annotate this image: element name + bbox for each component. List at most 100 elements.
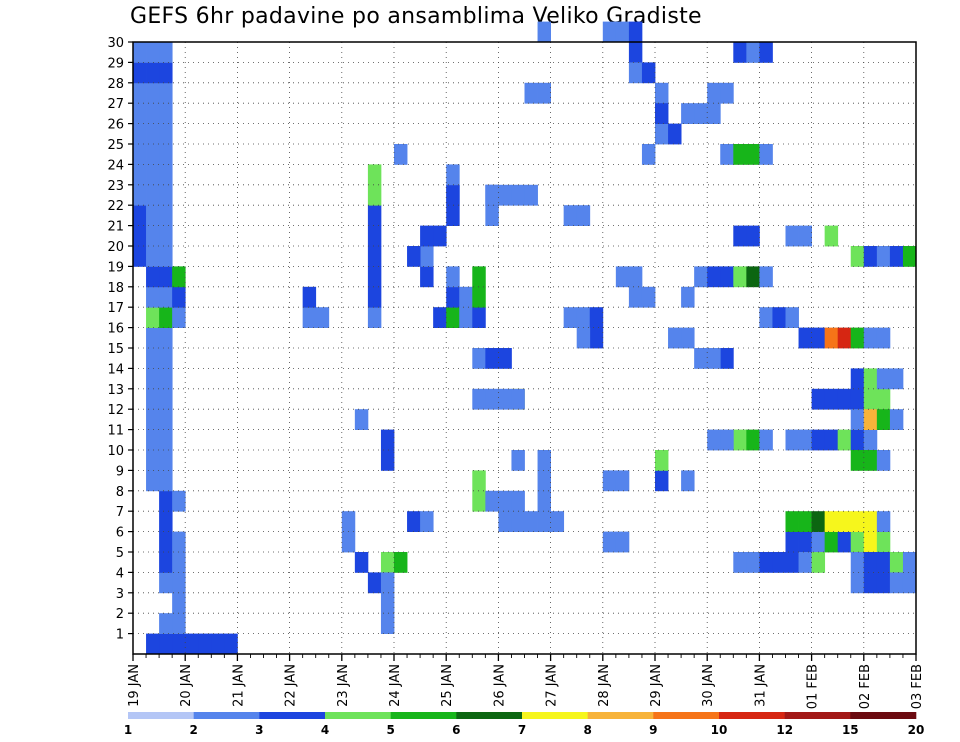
heatmap-cell [876, 531, 891, 553]
heatmap-cell [811, 552, 826, 573]
heatmap-cell [172, 613, 186, 634]
heatmap-cell [759, 552, 773, 573]
heatmap-cell [133, 246, 147, 267]
heatmap-cell [837, 429, 852, 451]
y-tick-label: 13 [107, 383, 124, 398]
heatmap-cell [133, 103, 147, 124]
heatmap-cell [746, 429, 760, 451]
heatmap-cell [159, 307, 173, 328]
heatmap-cell [850, 552, 865, 573]
heatmap-cell [380, 450, 395, 471]
heatmap-cell [367, 307, 382, 328]
heatmap-cell [889, 552, 904, 573]
y-tick-label: 23 [107, 179, 124, 194]
heatmap-cell [576, 307, 591, 328]
y-tick-label: 19 [107, 260, 124, 275]
heatmap-cell [485, 205, 499, 226]
heatmap-cell [850, 429, 865, 451]
heatmap-cell [902, 572, 917, 594]
heatmap-cell [380, 613, 395, 634]
heatmap-cell [159, 327, 173, 349]
heatmap-cell [524, 82, 538, 104]
colorbar-label: 9 [649, 723, 657, 737]
y-tick-label: 21 [107, 220, 124, 235]
heatmap-cell [876, 552, 891, 573]
heatmap-cell [681, 103, 695, 124]
heatmap-cell [902, 552, 917, 573]
colorbar-label: 15 [842, 723, 859, 737]
heatmap-cell [159, 123, 173, 145]
heatmap-cell [211, 633, 225, 655]
x-tick-label: 22 JAN [284, 664, 299, 707]
heatmap-cell [850, 511, 865, 532]
colorbar-segment [587, 712, 654, 719]
heatmap-cell [341, 531, 356, 553]
heatmap-cell [811, 511, 826, 532]
heatmap-cell [811, 388, 826, 410]
heatmap-cell [863, 450, 878, 471]
x-axis: 19 JAN 20 JAN 21 JAN 22 JAN 23 JAN 24 JAN 25 J… [127, 654, 925, 709]
heatmap-cell [146, 348, 160, 369]
heatmap-cell [876, 511, 891, 532]
heatmap-cell [367, 572, 382, 594]
heatmap-cell [224, 633, 238, 655]
colorbar: 1 2 3 4 5 6 7 8 9 10 12 15 20 [124, 712, 924, 737]
heatmap-cell [159, 62, 173, 84]
heatmap-cell [472, 286, 486, 308]
heatmap-cell [159, 103, 173, 124]
heatmap-cell [641, 144, 656, 165]
heatmap-cell [798, 225, 812, 247]
heatmap-cell [798, 429, 812, 451]
heatmap-cell [380, 429, 395, 451]
heatmap-cell [146, 164, 160, 186]
heatmap-cell [159, 164, 173, 186]
colorbar-segment [390, 712, 457, 719]
heatmap-cell [146, 409, 160, 430]
heatmap-cell [159, 511, 173, 532]
heatmap-cell [146, 144, 160, 165]
colorbar-segment [128, 712, 194, 719]
heatmap-cell [759, 42, 773, 63]
heatmap-cell [459, 286, 473, 308]
heatmap-cell [133, 42, 147, 63]
heatmap-cell [720, 429, 734, 451]
heatmap-cell [811, 531, 826, 553]
heatmap-cell [133, 144, 147, 165]
heatmap-cell [146, 327, 160, 349]
heatmap-cell [146, 225, 160, 247]
heatmap-cell [655, 123, 669, 145]
heatmap-cell [563, 307, 578, 328]
colorbar-segment [784, 712, 851, 719]
heatmap-cell [354, 409, 369, 430]
heatmap-cell [707, 266, 721, 288]
heatmap-cell [798, 552, 812, 573]
heatmap-cell [615, 21, 630, 43]
heatmap-cell [798, 327, 812, 349]
heatmap-cell [589, 327, 604, 349]
x-tick-label: 02 FEB [858, 664, 873, 709]
heatmap-cell [172, 307, 186, 328]
heatmap-cell [380, 552, 395, 573]
heatmap-cell [146, 368, 160, 390]
colorbar-label: 12 [776, 723, 793, 737]
heatmap-cell [733, 144, 747, 165]
y-tick-label: 6 [116, 526, 124, 541]
heatmap-cell [759, 144, 773, 165]
x-tick-label: 20 JAN [179, 664, 194, 707]
x-tick-label: 27 JAN [545, 664, 560, 707]
heatmap-cell [850, 368, 865, 390]
heatmap-cell [159, 266, 173, 288]
heatmap-cell [746, 266, 760, 288]
heatmap-cell [889, 409, 904, 430]
heatmap-cell [798, 531, 812, 553]
heatmap-cell [746, 225, 760, 247]
grid-lines [133, 42, 916, 654]
heatmap-cell [146, 103, 160, 124]
heatmap-cell [394, 144, 408, 165]
heatmap-cell [133, 225, 147, 247]
heatmap-cell [172, 572, 186, 594]
heatmap-cell [628, 21, 643, 43]
y-tick-label: 1 [116, 628, 124, 643]
heatmap-cell [420, 511, 434, 532]
heatmap-cell [524, 511, 538, 532]
